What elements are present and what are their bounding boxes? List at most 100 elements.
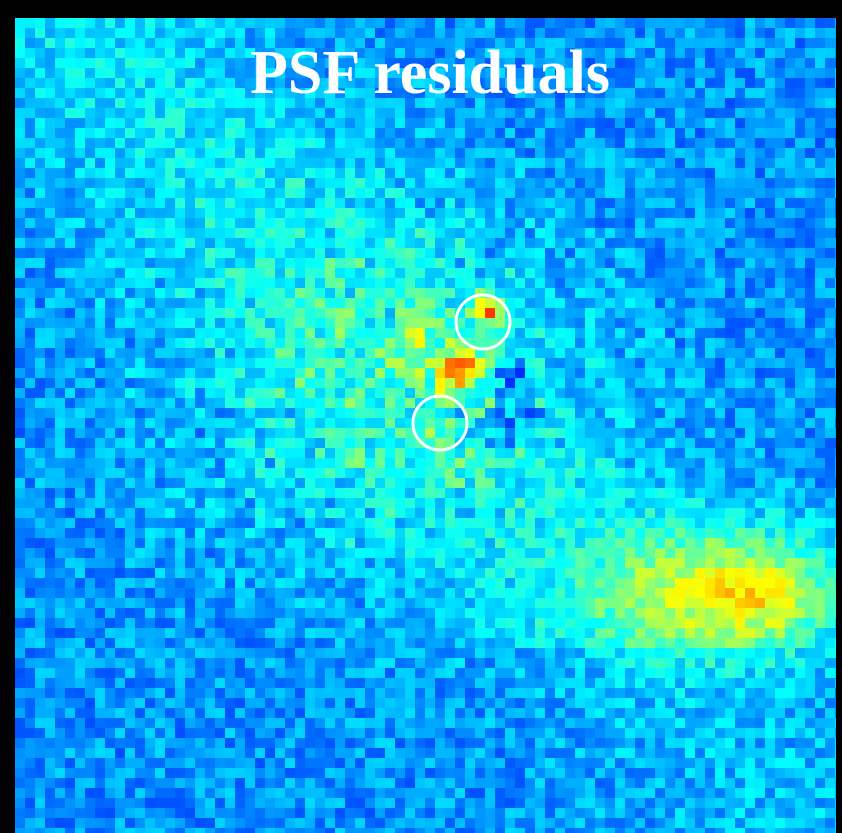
pixel (695, 288, 705, 298)
pixel (795, 68, 805, 78)
pixel (665, 368, 675, 378)
pixel (175, 158, 185, 168)
pixel (445, 488, 455, 498)
pixel (495, 248, 505, 258)
pixel (765, 588, 775, 598)
pixel (395, 378, 405, 388)
pixel (165, 488, 175, 498)
pixel (105, 398, 115, 408)
pixel (105, 468, 115, 478)
pixel (325, 208, 335, 218)
pixel (715, 308, 725, 318)
pixel (685, 298, 695, 308)
pixel (705, 338, 715, 348)
pixel (655, 558, 665, 568)
pixel (485, 518, 495, 528)
pixel (295, 468, 305, 478)
pixel (765, 168, 775, 178)
pixel (455, 448, 465, 458)
pixel (295, 338, 305, 348)
pixel (95, 188, 105, 198)
pixel (225, 78, 235, 88)
pixel (615, 458, 625, 468)
pixel (525, 488, 535, 498)
pixel (225, 48, 235, 58)
pixel (285, 518, 295, 528)
pixel (765, 258, 775, 268)
pixel (775, 578, 785, 588)
pixel (115, 368, 125, 378)
pixel (145, 258, 155, 268)
pixel (725, 508, 735, 518)
pixel (125, 38, 135, 48)
pixel (715, 608, 725, 618)
pixel (635, 388, 645, 398)
pixel (175, 178, 185, 188)
pixel (185, 328, 195, 338)
pixel (625, 438, 635, 448)
pixel (695, 168, 705, 178)
pixel (195, 428, 205, 438)
pixel (245, 268, 255, 278)
pixel (605, 568, 615, 578)
pixel (345, 238, 355, 248)
pixel (315, 318, 325, 328)
pixel (205, 498, 215, 508)
pixel (815, 128, 825, 138)
pixel (485, 548, 495, 558)
pixel (225, 558, 235, 568)
pixel (195, 478, 205, 488)
pixel (315, 398, 325, 408)
pixel (435, 248, 445, 258)
pixel (545, 408, 555, 418)
pixel (35, 398, 45, 408)
pixel (385, 198, 395, 208)
pixel (735, 198, 745, 208)
pixel (505, 288, 515, 298)
pixel (65, 98, 75, 108)
pixel (165, 538, 175, 548)
pixel (565, 28, 575, 38)
pixel (685, 498, 695, 508)
pixel (125, 338, 135, 348)
pixel (665, 518, 675, 528)
pixel (385, 418, 395, 428)
pixel (835, 158, 836, 168)
pixel (45, 178, 55, 188)
pixel (565, 338, 575, 348)
pixel (105, 438, 115, 448)
pixel (245, 338, 255, 348)
pixel (315, 328, 325, 338)
pixel (525, 418, 535, 428)
pixel (555, 568, 565, 578)
pixel (675, 328, 685, 338)
pixel (685, 178, 695, 188)
pixel (785, 438, 795, 448)
pixel (425, 548, 435, 558)
pixel (575, 348, 585, 358)
pixel (225, 608, 235, 618)
pixel (735, 228, 745, 238)
pixel (215, 258, 225, 268)
pixel (795, 398, 805, 408)
pixel (815, 378, 825, 388)
pixel (135, 58, 145, 68)
pixel (435, 438, 445, 448)
pixel (135, 138, 145, 148)
pixel (175, 508, 185, 518)
pixel (235, 528, 245, 538)
pixel (185, 308, 195, 318)
pixel (705, 118, 715, 128)
pixel (85, 58, 95, 68)
pixel (255, 108, 265, 118)
pixel (215, 348, 225, 358)
pixel (355, 598, 365, 608)
pixel (645, 368, 655, 378)
pixel (835, 598, 836, 608)
pixel (735, 408, 745, 418)
pixel (135, 108, 145, 118)
pixel (835, 388, 836, 398)
pixel (795, 358, 805, 368)
pixel (375, 478, 385, 488)
pixel (835, 438, 836, 448)
